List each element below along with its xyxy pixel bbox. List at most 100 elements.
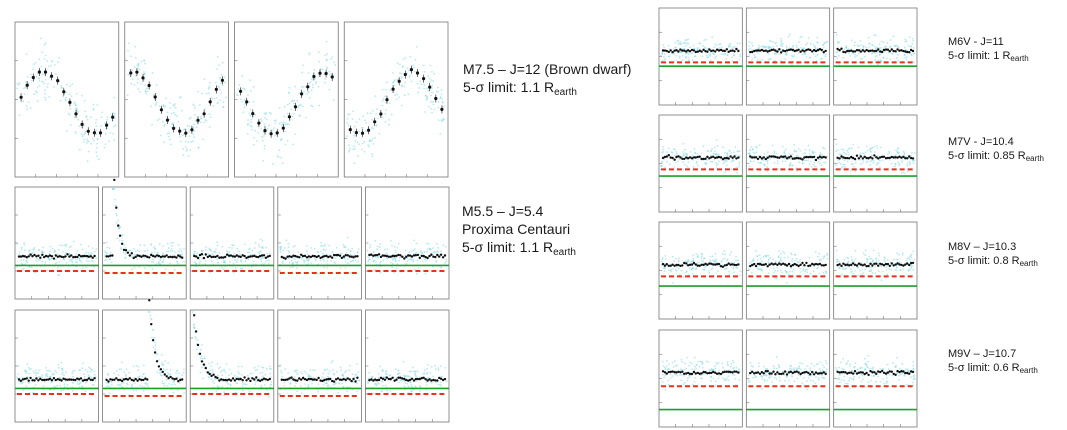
raw-point (135, 258, 138, 261)
raw-point (675, 270, 678, 272)
binned-point (300, 253, 303, 256)
raw-point (777, 256, 780, 259)
raw-point (220, 73, 223, 76)
raw-point (414, 385, 417, 388)
raw-point (695, 162, 698, 165)
binned-point (58, 378, 61, 381)
binned-point (258, 254, 262, 258)
raw-point (767, 272, 770, 274)
binned-point (198, 253, 202, 257)
raw-point (680, 269, 683, 272)
raw-point (185, 150, 188, 152)
raw-point (909, 162, 911, 165)
raw-point (194, 107, 196, 109)
raw-point (857, 146, 860, 149)
raw-point (296, 390, 299, 393)
raw-point (911, 37, 914, 40)
raw-point (60, 87, 63, 89)
raw-point (26, 375, 29, 378)
raw-point (167, 362, 170, 364)
binned-point (225, 379, 229, 382)
raw-point (809, 272, 812, 275)
raw-point (311, 382, 313, 385)
raw-point (78, 383, 80, 386)
raw-point (377, 372, 380, 375)
raw-point (838, 41, 840, 44)
raw-point (330, 259, 332, 262)
binned-point (89, 378, 93, 381)
binned-point (686, 157, 690, 160)
binned-point (142, 254, 145, 257)
raw-point (290, 378, 293, 381)
binned-point (869, 49, 872, 52)
binned-point (700, 263, 703, 266)
raw-point (864, 151, 867, 154)
raw-point (88, 253, 91, 256)
binned-point (64, 378, 67, 381)
raw-point (249, 114, 252, 117)
binned-point (661, 49, 665, 52)
binned-point (686, 371, 690, 375)
binned-point (206, 255, 209, 259)
raw-point (427, 90, 430, 93)
raw-point (310, 104, 313, 107)
raw-point (127, 73, 130, 76)
binned-point (111, 254, 114, 257)
raw-point (791, 153, 794, 156)
raw-point (776, 266, 778, 269)
raw-point (874, 272, 877, 274)
raw-point (686, 379, 689, 382)
raw-point (264, 373, 267, 376)
raw-point (675, 151, 678, 153)
raw-point (44, 54, 47, 57)
binned-point (266, 378, 270, 382)
raw-point (65, 245, 68, 248)
raw-point (253, 136, 255, 139)
raw-point (346, 135, 348, 138)
raw-point (711, 255, 714, 258)
binned-point (124, 377, 128, 381)
raw-point (375, 125, 377, 128)
raw-point (904, 38, 907, 41)
raw-point (195, 126, 198, 129)
raw-point (106, 385, 108, 388)
binned-point (685, 50, 688, 53)
binned-point (128, 377, 131, 380)
binned-point (422, 77, 426, 81)
raw-point (777, 168, 779, 170)
binned-point (824, 49, 827, 53)
raw-point (427, 364, 429, 366)
raw-point (398, 63, 401, 66)
raw-point (221, 374, 224, 377)
raw-point (249, 372, 252, 375)
binned-point (706, 50, 709, 53)
raw-point (397, 243, 400, 245)
raw-point (700, 257, 703, 259)
raw-point (854, 249, 857, 252)
raw-point (751, 44, 754, 47)
raw-point (803, 154, 806, 157)
raw-point (212, 380, 215, 382)
subpanel-p6-3 (833, 221, 918, 320)
raw-point (681, 54, 684, 57)
raw-point (717, 362, 720, 364)
raw-point (413, 268, 416, 271)
raw-point (826, 254, 828, 256)
raw-point (268, 124, 270, 127)
raw-point (772, 45, 774, 48)
binned-point (167, 255, 170, 259)
raw-point (668, 269, 670, 272)
binned-point (822, 50, 825, 54)
raw-point (718, 369, 720, 372)
binned-point (370, 253, 373, 256)
raw-point (232, 244, 235, 247)
binned-point (25, 256, 28, 259)
binned-point (37, 379, 40, 382)
raw-point (294, 260, 297, 263)
raw-point (331, 359, 334, 362)
raw-point (170, 143, 172, 146)
raw-point (243, 106, 246, 109)
raw-point (675, 46, 677, 49)
raw-point (196, 90, 199, 93)
binned-point (814, 262, 818, 266)
